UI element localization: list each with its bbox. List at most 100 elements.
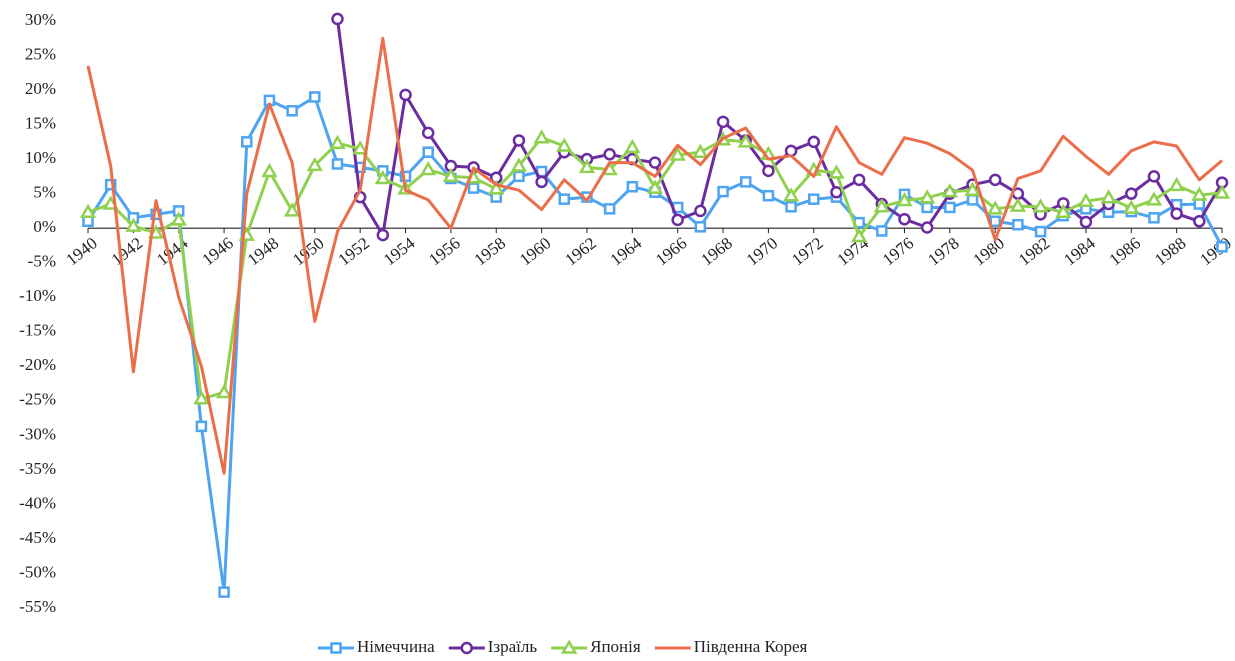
marker	[896, 192, 913, 207]
x-tick-label: 1976	[879, 233, 917, 269]
x-tick-label: 1956	[425, 233, 463, 269]
marker	[1077, 192, 1095, 207]
marker	[648, 156, 662, 169]
x-tick-label: 1968	[697, 233, 735, 269]
marker	[1147, 170, 1161, 183]
marker	[1193, 198, 1206, 210]
marker	[669, 146, 686, 161]
marker	[306, 156, 323, 172]
y-tick-label: -30%	[19, 424, 56, 443]
marker	[488, 180, 505, 195]
legend-item: Південна Корея	[654, 637, 808, 656]
y-tick-label: -35%	[19, 459, 56, 478]
marker	[671, 213, 684, 227]
marker	[82, 215, 94, 228]
marker	[876, 225, 888, 237]
marker	[1170, 207, 1183, 220]
marker	[331, 158, 344, 170]
marker	[283, 202, 301, 217]
marker	[1213, 184, 1231, 199]
marker	[989, 215, 1001, 228]
marker	[195, 420, 208, 433]
marker	[125, 217, 142, 232]
marker	[241, 136, 253, 148]
x-tick-label: 1946	[198, 233, 236, 269]
marker	[694, 204, 707, 218]
y-tick-label: 10%	[25, 148, 56, 167]
y-tick-label: -45%	[19, 528, 56, 547]
y-tick-label: 15%	[25, 113, 56, 132]
marker	[988, 173, 1002, 187]
marker	[1055, 203, 1072, 219]
marker	[603, 148, 616, 161]
legend-item: Німеччина	[318, 637, 435, 656]
marker	[646, 179, 664, 194]
marker	[1148, 212, 1160, 224]
marker	[762, 164, 775, 178]
x-tick-label: 1966	[652, 233, 690, 269]
marker	[944, 201, 956, 214]
y-tick-label: -25%	[19, 390, 56, 409]
x-tick-label: 1962	[561, 233, 599, 269]
x-tick-label: 1988	[1151, 233, 1189, 269]
marker	[1079, 215, 1093, 229]
marker	[716, 115, 730, 129]
marker	[624, 138, 641, 154]
marker	[852, 173, 866, 187]
x-tick-label: 1990	[1196, 233, 1234, 269]
marker	[442, 167, 460, 183]
marker	[352, 140, 369, 155]
x-tick-label: 1942	[108, 233, 146, 269]
marker	[1123, 199, 1140, 214]
marker	[512, 134, 526, 147]
legend-label: Південна Корея	[694, 637, 808, 656]
marker	[1216, 241, 1228, 253]
x-tick-label: 1982	[1015, 233, 1053, 269]
marker	[626, 180, 639, 193]
marker	[1100, 189, 1117, 204]
marker	[1034, 225, 1047, 238]
y-tick-label: -20%	[19, 355, 56, 374]
x-tick-label: 1952	[335, 233, 373, 269]
x-tick-label: 1950	[289, 233, 327, 269]
y-tick-label: 25%	[25, 44, 56, 63]
marker	[510, 157, 528, 172]
legend-item: Японія	[551, 637, 641, 656]
x-tick-label: 1984	[1060, 233, 1099, 269]
y-tick-label: 5%	[33, 183, 56, 202]
marker	[376, 228, 390, 242]
marker	[513, 170, 525, 183]
marker	[921, 201, 933, 214]
marker	[309, 91, 321, 103]
marker	[467, 182, 480, 194]
marker	[193, 390, 210, 405]
marker	[873, 198, 890, 213]
marker	[762, 189, 775, 202]
y-tick-label: 0%	[33, 217, 56, 236]
marker	[560, 639, 578, 654]
marker	[941, 183, 958, 198]
marker	[420, 160, 437, 176]
marker	[898, 212, 911, 226]
y-tick-label: -10%	[19, 286, 56, 305]
marker	[218, 586, 230, 598]
marker	[920, 221, 934, 234]
marker	[830, 186, 843, 199]
marker	[104, 178, 117, 191]
y-tick-label: 30%	[25, 10, 56, 29]
x-tick-label: 1970	[743, 233, 781, 269]
marker	[330, 642, 342, 654]
marker	[533, 129, 550, 144]
legend-label: Ізраїль	[488, 637, 538, 656]
series-line	[86, 36, 1223, 475]
marker	[556, 137, 573, 152]
marker	[717, 185, 729, 198]
marker	[1009, 197, 1027, 212]
marker	[1125, 187, 1138, 200]
marker	[215, 384, 233, 399]
x-tick-label: 1940	[62, 233, 100, 269]
marker	[1012, 218, 1024, 231]
marker	[782, 187, 800, 202]
marker	[603, 203, 616, 215]
